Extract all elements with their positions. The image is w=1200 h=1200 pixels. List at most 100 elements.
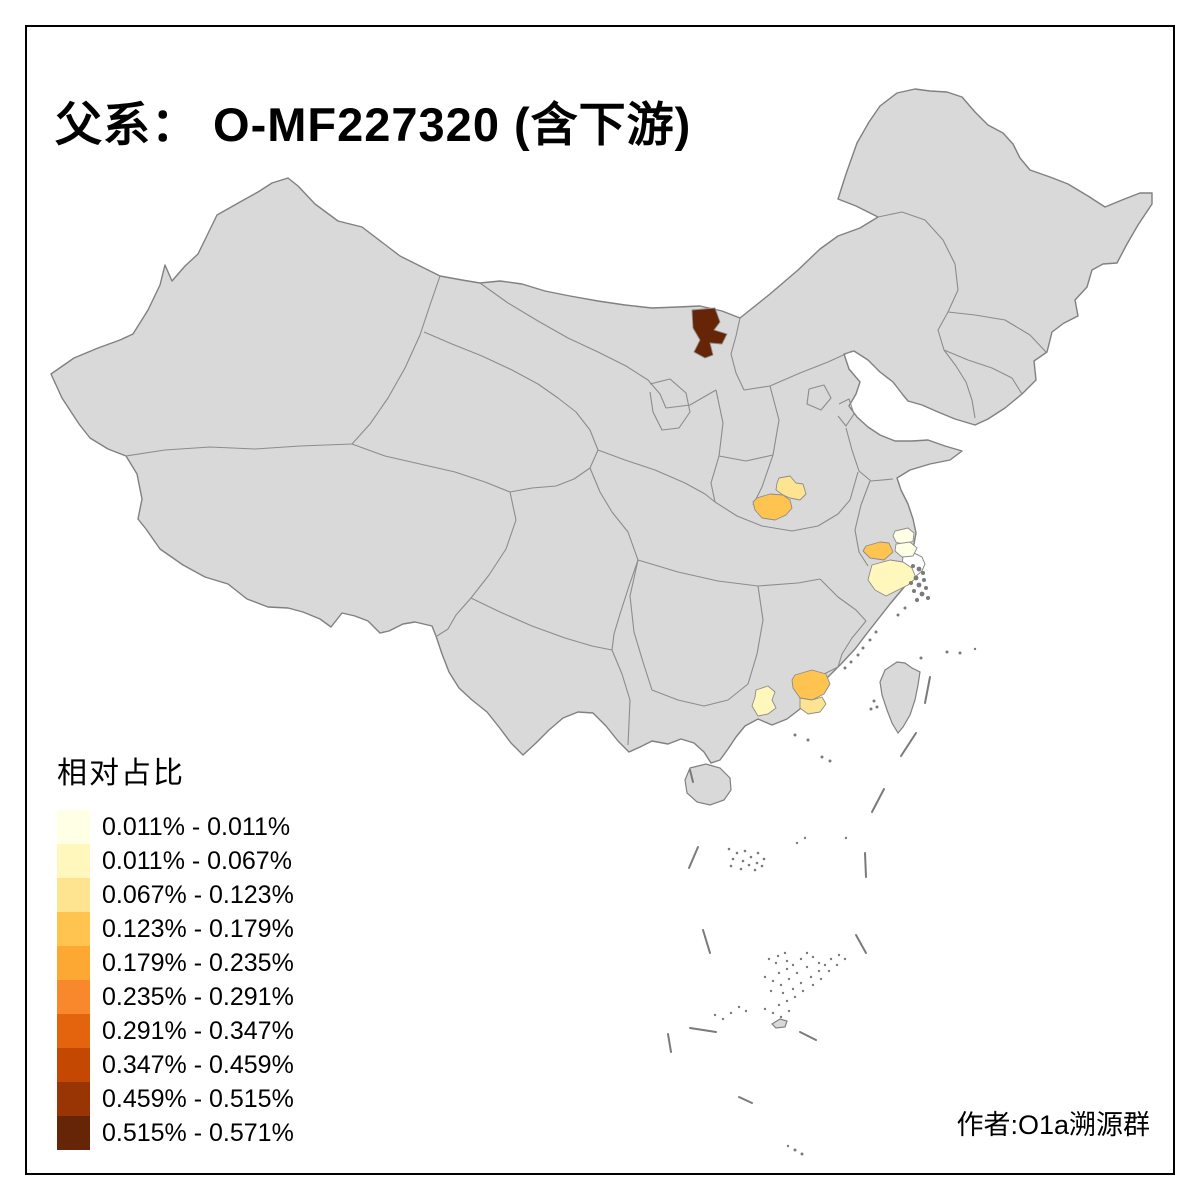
island-dot bbox=[801, 989, 805, 993]
province-border bbox=[611, 649, 631, 746]
island-dot bbox=[945, 650, 949, 654]
legend-title: 相对占比 bbox=[57, 757, 185, 790]
island-dot bbox=[916, 566, 922, 572]
author-credit: 作者:O1a溯源群 bbox=[956, 1110, 1150, 1140]
legend-swatch bbox=[57, 980, 90, 1014]
island-dot bbox=[809, 975, 813, 979]
legend-label: 0.235% - 0.291% bbox=[102, 982, 294, 1011]
legend-label: 0.515% - 0.571% bbox=[102, 1118, 294, 1147]
province-border bbox=[837, 620, 867, 668]
taiwan-island bbox=[879, 661, 921, 735]
legend-label: 0.179% - 0.235% bbox=[102, 948, 294, 977]
legend-row: 0.459% - 0.515% bbox=[57, 1082, 294, 1116]
island-dot bbox=[785, 959, 789, 963]
province-border bbox=[436, 491, 517, 637]
legend-label: 0.459% - 0.515% bbox=[102, 1084, 294, 1113]
map-region-south-region-east bbox=[791, 669, 831, 701]
island-dot bbox=[861, 646, 865, 650]
province-border bbox=[806, 384, 832, 411]
map-region-central-region-upper bbox=[775, 475, 807, 501]
province-border bbox=[714, 471, 859, 532]
legend-swatch bbox=[57, 912, 90, 946]
province-border bbox=[718, 454, 774, 462]
island-dot bbox=[896, 613, 900, 617]
legend-swatch bbox=[57, 878, 90, 912]
island-dot bbox=[713, 1013, 717, 1017]
island-dot bbox=[799, 981, 803, 985]
island-dot bbox=[874, 630, 878, 634]
province-border bbox=[665, 389, 717, 409]
province-border bbox=[947, 311, 1047, 353]
island-dot bbox=[915, 598, 919, 602]
island-dot bbox=[749, 855, 753, 859]
island-dot bbox=[787, 977, 791, 981]
island-dot bbox=[739, 867, 743, 871]
legend-label: 0.291% - 0.347% bbox=[102, 1016, 294, 1045]
legend-label: 0.011% - 0.067% bbox=[102, 846, 292, 875]
island-dot bbox=[828, 759, 832, 763]
island-dot bbox=[913, 575, 919, 581]
island-dot bbox=[820, 755, 824, 759]
island-dot bbox=[849, 660, 853, 664]
island-dot bbox=[856, 653, 860, 657]
province-border bbox=[597, 449, 716, 503]
island-dot bbox=[767, 957, 771, 961]
legend-swatch bbox=[57, 1048, 90, 1082]
island-dot bbox=[795, 971, 799, 975]
island-dot bbox=[844, 836, 848, 840]
legend-label: 0.011% - 0.011% bbox=[102, 812, 291, 841]
island-dot bbox=[771, 979, 775, 983]
island-dot bbox=[843, 666, 847, 670]
province-border bbox=[819, 578, 867, 622]
map-region-south-region-west bbox=[751, 685, 777, 717]
province-border bbox=[479, 282, 667, 409]
map-region-east-region-south bbox=[867, 559, 917, 597]
island-dot bbox=[753, 868, 757, 872]
island-dot bbox=[791, 987, 795, 991]
map-region-south-region-coast bbox=[799, 696, 827, 715]
province-border bbox=[351, 275, 441, 445]
island-dot bbox=[763, 975, 767, 979]
island-dot bbox=[835, 963, 839, 967]
province-border bbox=[589, 467, 639, 561]
map-region-north-region bbox=[691, 307, 728, 359]
legend-swatch bbox=[57, 1014, 90, 1048]
island-dot bbox=[811, 983, 815, 987]
province-border bbox=[743, 350, 853, 391]
legend-row: 0.011% - 0.067% bbox=[57, 844, 294, 878]
island-dot bbox=[747, 863, 751, 867]
legend-swatch bbox=[57, 844, 90, 878]
island-dot bbox=[829, 957, 833, 961]
map-legend: 相对占比 0.011% - 0.011% 0.011% - 0.067% 0.067… bbox=[57, 748, 294, 1150]
legend-label: 0.123% - 0.179% bbox=[102, 914, 294, 943]
legend-swatch bbox=[57, 1082, 90, 1116]
province-border bbox=[854, 480, 871, 567]
island-dot bbox=[793, 995, 797, 999]
legend-row: 0.515% - 0.571% bbox=[57, 1116, 294, 1150]
island-dot bbox=[744, 1009, 748, 1013]
island-dot bbox=[760, 864, 764, 868]
legend-row: 0.123% - 0.179% bbox=[57, 912, 294, 946]
province-border bbox=[747, 585, 764, 685]
province-border bbox=[125, 443, 353, 457]
nine-dash-segment bbox=[702, 929, 711, 954]
province-border bbox=[837, 398, 855, 427]
island-dot bbox=[805, 951, 809, 955]
province-border bbox=[611, 559, 639, 651]
island-dot bbox=[837, 953, 841, 957]
island-dot bbox=[791, 963, 795, 967]
island-dot bbox=[924, 586, 928, 590]
island-dot bbox=[800, 1152, 804, 1156]
island-dot bbox=[875, 705, 879, 709]
island-dot bbox=[909, 581, 913, 585]
nine-dash-segment bbox=[688, 846, 699, 869]
island-dot bbox=[721, 1017, 725, 1021]
legend-row: 0.011% - 0.011% bbox=[57, 810, 294, 844]
legend-swatch bbox=[57, 810, 90, 844]
island-dot bbox=[779, 983, 783, 987]
legend-rows: 0.011% - 0.011% 0.011% - 0.067% 0.067% - 0… bbox=[57, 810, 294, 1150]
island-dot bbox=[868, 638, 872, 642]
map-region-central-region-lower bbox=[752, 493, 793, 521]
nine-dash-segment bbox=[689, 1027, 717, 1033]
